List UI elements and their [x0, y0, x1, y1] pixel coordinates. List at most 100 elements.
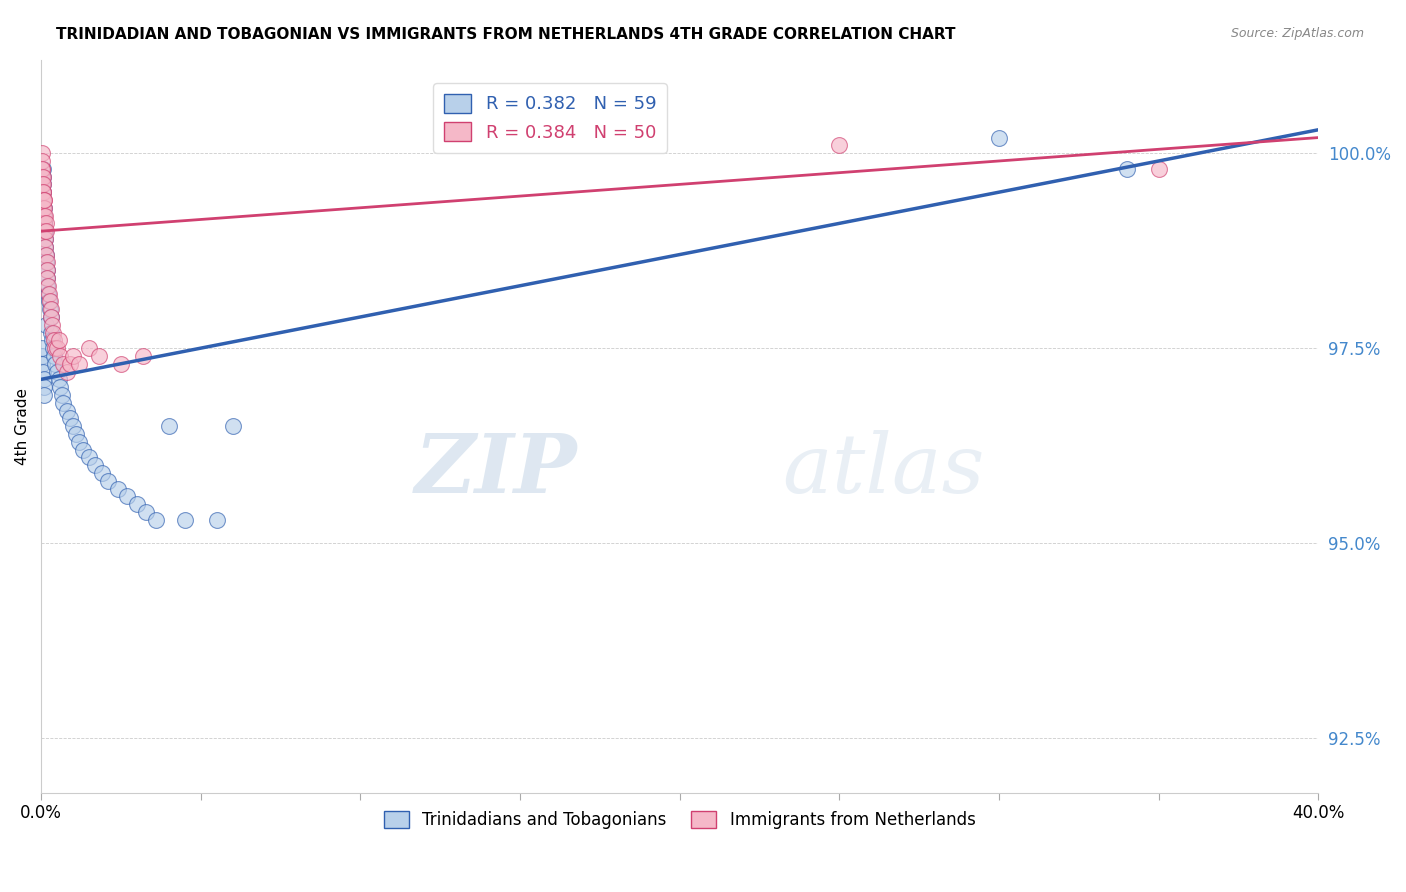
- Point: [77, 341, 100, 355]
- Point: [37, 278, 59, 293]
- Point: [32, 209, 55, 223]
- Point: [31, 169, 53, 184]
- Point: [39, 294, 62, 309]
- Text: Source: ZipAtlas.com: Source: ZipAtlas.com: [1230, 27, 1364, 40]
- Text: ZIP: ZIP: [415, 430, 578, 510]
- Point: [97, 474, 120, 488]
- Point: [31, 185, 53, 199]
- Point: [117, 489, 139, 503]
- Point: [32, 388, 55, 402]
- Point: [32, 169, 55, 184]
- Point: [51, 388, 73, 402]
- Point: [35, 247, 58, 261]
- Point: [55, 403, 77, 417]
- Point: [34, 318, 56, 332]
- Point: [31, 161, 53, 176]
- Point: [84, 458, 107, 472]
- Point: [34, 193, 56, 207]
- Point: [49, 349, 72, 363]
- Point: [44, 341, 66, 355]
- Point: [87, 349, 110, 363]
- Point: [38, 294, 60, 309]
- Point: [77, 450, 100, 465]
- Point: [32, 193, 55, 207]
- Point: [31, 349, 53, 363]
- Point: [828, 138, 851, 153]
- Point: [52, 357, 75, 371]
- Point: [35, 263, 58, 277]
- Point: [42, 334, 65, 348]
- Point: [34, 232, 56, 246]
- Point: [34, 232, 56, 246]
- Point: [35, 224, 58, 238]
- Point: [31, 161, 53, 176]
- Point: [125, 497, 148, 511]
- Point: [34, 209, 56, 223]
- Point: [31, 178, 53, 192]
- Point: [110, 357, 132, 371]
- Text: atlas: atlas: [782, 430, 984, 510]
- Point: [72, 442, 94, 457]
- Point: [46, 341, 69, 355]
- Point: [62, 419, 84, 434]
- Point: [31, 169, 53, 184]
- Point: [46, 365, 69, 379]
- Y-axis label: 4th Grade: 4th Grade: [15, 388, 30, 465]
- Point: [31, 357, 53, 371]
- Point: [67, 357, 90, 371]
- Point: [41, 318, 63, 332]
- Point: [31, 161, 53, 176]
- Point: [32, 201, 55, 215]
- Point: [59, 357, 82, 371]
- Point: [42, 326, 65, 340]
- Point: [67, 434, 90, 449]
- Point: [132, 349, 155, 363]
- Point: [37, 271, 59, 285]
- Point: [157, 419, 180, 434]
- Point: [41, 334, 63, 348]
- Point: [34, 224, 56, 238]
- Point: [32, 216, 55, 230]
- Point: [35, 271, 58, 285]
- Point: [65, 426, 87, 441]
- Point: [32, 201, 55, 215]
- Point: [42, 349, 65, 363]
- Point: [32, 178, 55, 192]
- Point: [34, 209, 56, 223]
- Point: [31, 185, 53, 199]
- Point: [39, 302, 62, 317]
- Point: [39, 310, 62, 324]
- Point: [988, 130, 1011, 145]
- Point: [38, 286, 60, 301]
- Point: [41, 310, 63, 324]
- Point: [42, 341, 65, 355]
- Point: [32, 185, 55, 199]
- Point: [48, 372, 70, 386]
- Point: [32, 201, 55, 215]
- Point: [34, 224, 56, 238]
- Point: [107, 482, 129, 496]
- Point: [34, 216, 56, 230]
- Point: [221, 419, 243, 434]
- Point: [49, 380, 72, 394]
- Point: [32, 193, 55, 207]
- Point: [37, 286, 59, 301]
- Point: [32, 193, 55, 207]
- Point: [205, 513, 228, 527]
- Point: [31, 153, 53, 168]
- Point: [1115, 161, 1137, 176]
- Point: [48, 334, 70, 348]
- Point: [35, 255, 58, 269]
- Point: [32, 380, 55, 394]
- Point: [135, 505, 157, 519]
- Point: [1147, 161, 1170, 176]
- Point: [39, 302, 62, 317]
- Point: [34, 216, 56, 230]
- Point: [34, 240, 56, 254]
- Point: [90, 466, 112, 480]
- Point: [41, 326, 63, 340]
- Point: [31, 146, 53, 161]
- Point: [37, 278, 59, 293]
- Point: [62, 349, 84, 363]
- Point: [173, 513, 195, 527]
